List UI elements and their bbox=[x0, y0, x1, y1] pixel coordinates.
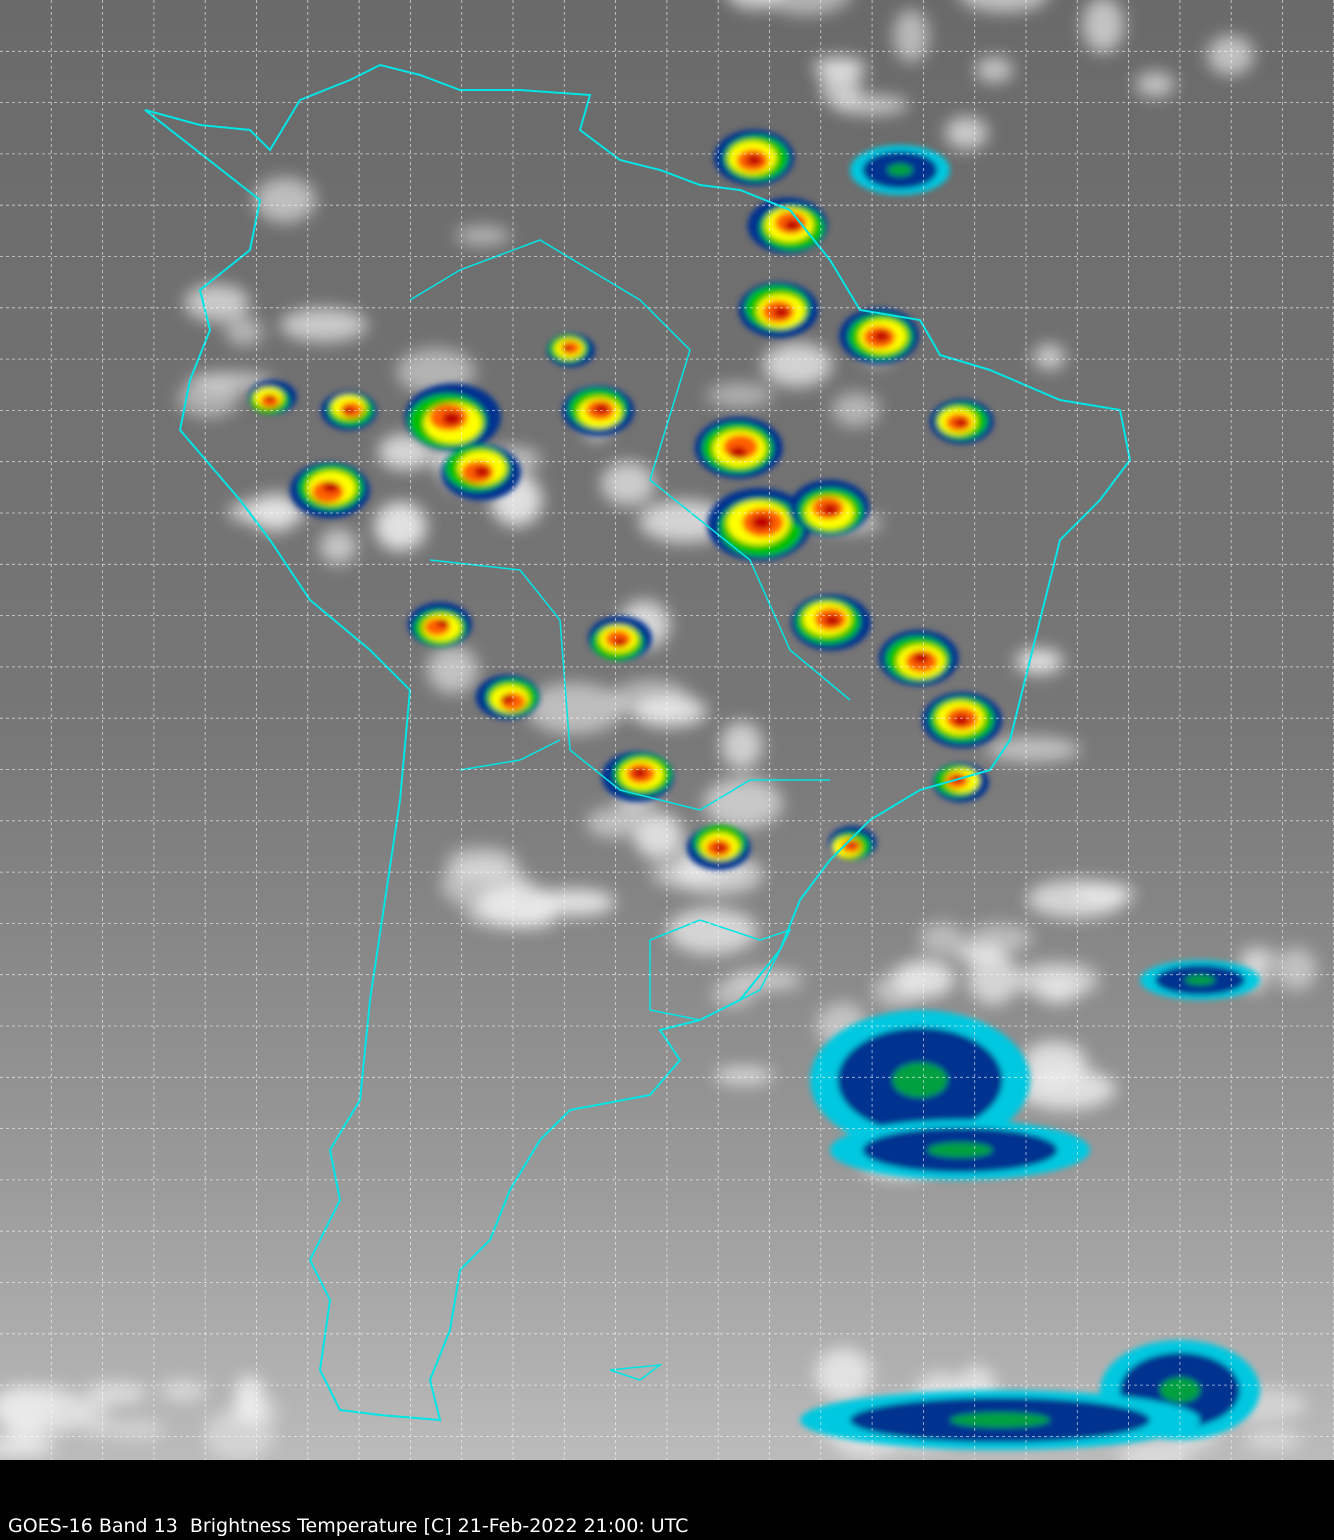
cloud bbox=[831, 392, 880, 428]
cloud bbox=[601, 461, 656, 506]
cloud bbox=[280, 307, 368, 343]
cold-cloud-top bbox=[927, 1142, 993, 1158]
storm-cell bbox=[913, 652, 930, 664]
cloud bbox=[967, 923, 1034, 953]
cloud bbox=[762, 0, 849, 16]
storm-cell bbox=[873, 330, 890, 342]
cloud bbox=[1077, 882, 1135, 906]
lat-lon-grid bbox=[0, 0, 1334, 1460]
cloud bbox=[633, 812, 683, 860]
cloud bbox=[729, 0, 779, 10]
cloud bbox=[427, 645, 478, 694]
cloud bbox=[455, 226, 511, 246]
cloud bbox=[1033, 344, 1066, 370]
satellite-image bbox=[0, 0, 1334, 1460]
storm-cell bbox=[713, 843, 727, 853]
cloud bbox=[396, 348, 476, 395]
storm-cell bbox=[822, 503, 839, 516]
cold-cloud-top bbox=[950, 1412, 1050, 1428]
cloud bbox=[1207, 35, 1254, 76]
cloud-layer bbox=[0, 0, 1317, 1460]
cloud bbox=[319, 528, 357, 565]
cloud bbox=[1239, 946, 1276, 970]
storm-cell bbox=[323, 481, 340, 493]
cloud bbox=[225, 317, 264, 347]
cloud bbox=[706, 382, 774, 409]
cloud bbox=[377, 433, 431, 471]
storm-cell bbox=[613, 637, 627, 647]
cloud bbox=[514, 910, 557, 929]
storm-cell bbox=[501, 694, 514, 704]
cloud bbox=[204, 1408, 275, 1460]
cloud bbox=[1036, 974, 1080, 1005]
storm-cell bbox=[436, 618, 450, 628]
cloud bbox=[815, 1347, 872, 1401]
cloud bbox=[1015, 648, 1063, 675]
storm-cell bbox=[773, 306, 790, 318]
cloud bbox=[961, 0, 1047, 13]
cloud bbox=[703, 777, 783, 829]
storm-cell bbox=[751, 515, 773, 530]
cold-cloud-top bbox=[892, 1062, 948, 1098]
cloud bbox=[159, 1380, 207, 1402]
storm-cell bbox=[784, 219, 801, 231]
cloud bbox=[79, 1397, 111, 1438]
cloud bbox=[1082, 0, 1125, 53]
cloud bbox=[1243, 1430, 1303, 1450]
cloud bbox=[720, 721, 763, 770]
cloud bbox=[525, 682, 624, 735]
cloud bbox=[638, 500, 731, 543]
storm-cell bbox=[473, 466, 490, 478]
cloud bbox=[586, 807, 640, 839]
cloud bbox=[228, 500, 307, 525]
cloud bbox=[985, 736, 1081, 762]
cloud bbox=[893, 9, 929, 63]
cloud bbox=[440, 859, 530, 910]
storm-cell bbox=[442, 411, 462, 426]
cloud bbox=[714, 1067, 774, 1084]
cloud bbox=[1135, 71, 1176, 97]
background bbox=[0, 0, 1334, 1460]
storm-cell bbox=[594, 404, 609, 415]
cold-cloud-top bbox=[1160, 1377, 1200, 1403]
cloud bbox=[762, 342, 833, 387]
storm-cell bbox=[824, 614, 841, 627]
cloud bbox=[667, 908, 758, 955]
cloud bbox=[919, 922, 965, 955]
cold-cloud-top bbox=[887, 163, 913, 177]
cloud bbox=[672, 855, 764, 895]
cloud bbox=[611, 678, 690, 719]
storm-cell bbox=[953, 714, 970, 726]
border-lines bbox=[409, 239, 851, 1381]
image-caption: GOES-16 Band 13 Brightness Temperature [… bbox=[8, 1515, 689, 1537]
cloud bbox=[893, 959, 956, 999]
storm-cell bbox=[265, 394, 275, 402]
cloud bbox=[184, 284, 250, 322]
cloud bbox=[178, 379, 240, 418]
cloud bbox=[711, 979, 755, 1008]
storm-cell bbox=[729, 446, 748, 459]
convective-cells bbox=[248, 129, 1260, 1450]
storm-cell bbox=[745, 154, 762, 166]
cloud bbox=[975, 56, 1014, 83]
storm-cell bbox=[562, 344, 572, 352]
cloud bbox=[1118, 1441, 1191, 1460]
cloud bbox=[0, 1436, 56, 1458]
cloud bbox=[1275, 947, 1317, 991]
cloud bbox=[812, 56, 867, 79]
storm-cell bbox=[632, 767, 647, 779]
storm-cell bbox=[954, 418, 968, 428]
continent-outline bbox=[144, 63, 1132, 1422]
cloud bbox=[374, 501, 427, 551]
cloud bbox=[1016, 1068, 1116, 1110]
storm-cell bbox=[847, 840, 858, 848]
cloud bbox=[967, 952, 1019, 1005]
cold-cloud-top bbox=[1185, 975, 1215, 985]
cloud bbox=[102, 1419, 167, 1440]
cloud bbox=[944, 116, 989, 150]
cloud bbox=[254, 177, 316, 223]
